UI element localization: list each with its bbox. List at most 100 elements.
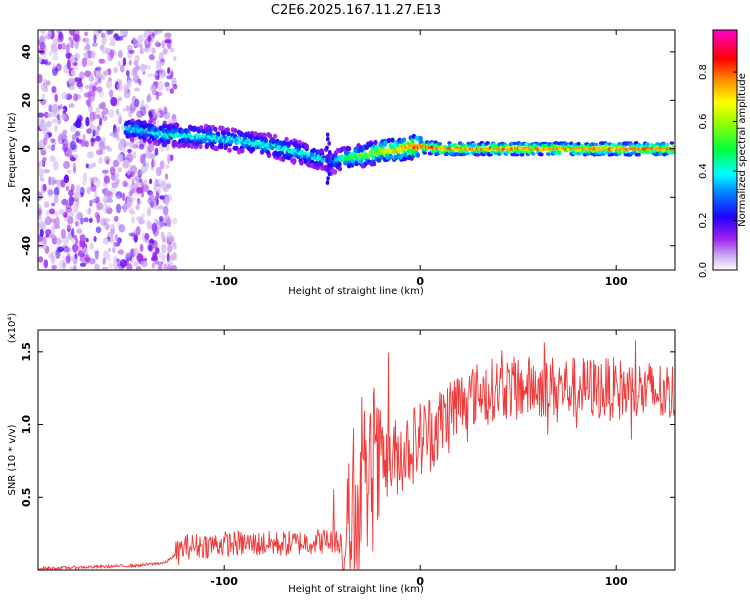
- spectrogram-cell: [220, 125, 225, 131]
- spectrogram-cell: [98, 140, 104, 150]
- spectrogram-cell: [135, 265, 142, 270]
- spectrogram-cell: [139, 47, 146, 54]
- spectrogram-cell: [56, 179, 63, 189]
- spectrogram-cell: [147, 35, 152, 42]
- spectrogram-cell: [87, 59, 94, 67]
- spectrogram-cell: [126, 263, 133, 270]
- spectrogram-cell: [95, 177, 101, 188]
- spectrogram-cell: [576, 141, 581, 146]
- spectrogram-cell: [45, 229, 52, 236]
- spectrogram-cell: [133, 234, 138, 243]
- spectrogram-cell: [136, 186, 143, 194]
- spectrogram-cell: [325, 158, 330, 164]
- spectrogram-cell: [135, 226, 141, 236]
- spectrogram-cell: [307, 157, 312, 163]
- spectrogram-cell: [147, 73, 155, 78]
- spectrogram-cell: [337, 161, 342, 167]
- spectrogram-cell: [113, 242, 121, 247]
- spectrogram-marks: [38, 30, 675, 270]
- spectrogram-cell: [136, 78, 142, 84]
- spectrogram-cell: [84, 70, 92, 78]
- spectrogram-cell: [79, 115, 83, 122]
- spectrogram-cell: [169, 254, 176, 261]
- spectrogram-cell: [38, 220, 44, 229]
- spectrogram-cell: [147, 137, 152, 144]
- spectrogram-cell: [77, 244, 81, 252]
- spectrogram-cell: [292, 158, 297, 164]
- spectrogram-cell: [101, 35, 107, 45]
- spectrogram-cell: [140, 106, 147, 117]
- spectrogram-frame: [37, 29, 676, 271]
- spectrogram-cell: [311, 147, 317, 153]
- spectrogram-cell: [77, 211, 83, 221]
- spectrogram-cell: [101, 169, 109, 174]
- spectrogram-cell: [101, 266, 109, 270]
- spectrogram-cell: [41, 183, 46, 194]
- spectrogram-cell: [39, 35, 46, 45]
- spectrogram-cell: [53, 38, 60, 46]
- spectrogram-cell: [481, 152, 486, 157]
- spectrogram-cell: [151, 109, 155, 115]
- spectrogram-cell: [99, 117, 103, 126]
- spectrogram-cell: [73, 234, 77, 240]
- spectrogram-cell: [376, 157, 381, 163]
- spectrogram-cell: [126, 79, 132, 88]
- spectrogram-cell: [157, 81, 164, 91]
- snr-series-line: [38, 340, 675, 570]
- spectrogram-cell: [70, 54, 76, 64]
- spectrogram-cell: [95, 135, 101, 142]
- spectrogram-cell: [38, 161, 41, 171]
- spectrogram-cell: [93, 249, 100, 254]
- spectrogram-cell: [107, 253, 111, 262]
- spectrogram-cell: [144, 162, 149, 169]
- spectrogram-cell: [169, 88, 174, 94]
- spectrogram-cell: [70, 183, 75, 192]
- spectrogram-cell: [132, 151, 137, 159]
- spectrogram-cell: [38, 168, 44, 179]
- spectrogram-cell: [104, 222, 110, 231]
- spectrogram-cell: [38, 118, 41, 124]
- spectrogram-cell: [90, 51, 96, 59]
- spectrogram-cell: [44, 216, 52, 226]
- spectrogram-cell: [127, 148, 132, 154]
- spectrogram-cell: [246, 138, 251, 142]
- spectrogram-cell: [143, 178, 147, 186]
- spectrogram-cell: [156, 183, 162, 188]
- spectrogram-cell: [325, 132, 330, 137]
- spectrogram-cell: [74, 253, 78, 259]
- spectrogram-cell: [91, 85, 97, 92]
- spectrogram-cell: [107, 247, 112, 253]
- spectrogram-cell: [133, 247, 139, 257]
- spectrogram-cell: [96, 149, 103, 156]
- spectrogram-cell: [437, 142, 442, 146]
- spectrogram-cell: [90, 138, 97, 143]
- spectrogram-cell: [121, 192, 126, 201]
- spectrogram-cell: [122, 107, 127, 113]
- spectrogram-cell: [57, 246, 65, 252]
- spectrogram-cell: [124, 251, 132, 258]
- spectrogram-cell: [137, 34, 144, 43]
- spectrogram-cell: [45, 209, 50, 216]
- spectrogram-cell: [68, 196, 74, 206]
- spectrogram-cell: [152, 225, 157, 235]
- spectrogram-cell: [110, 228, 115, 235]
- spectrogram-cell: [43, 169, 51, 174]
- spectrogram-cell: [69, 30, 76, 36]
- spectrogram-cell: [129, 210, 136, 215]
- spectrogram-cell: [43, 78, 48, 89]
- spectrogram-cell: [73, 93, 79, 102]
- spectrogram-cell: [106, 198, 114, 203]
- spectrogram-cell: [133, 261, 139, 267]
- spectrogram-cell: [53, 194, 59, 204]
- spectrogram-cell: [485, 141, 490, 145]
- spectrogram-cell: [410, 138, 415, 144]
- spectrogram-cell: [201, 128, 206, 134]
- spectrogram-cell: [131, 67, 138, 77]
- spectrogram-ticks: -100 0 100 -40 -20 0 20 40: [20, 30, 675, 288]
- spectrogram-cell: [315, 157, 319, 161]
- spectrogram-cell: [151, 87, 157, 95]
- spectrogram-cell: [84, 37, 91, 44]
- spectrogram-cell: [91, 42, 98, 47]
- spectrogram-cell: [352, 156, 356, 161]
- spectrogram-cell: [96, 202, 104, 210]
